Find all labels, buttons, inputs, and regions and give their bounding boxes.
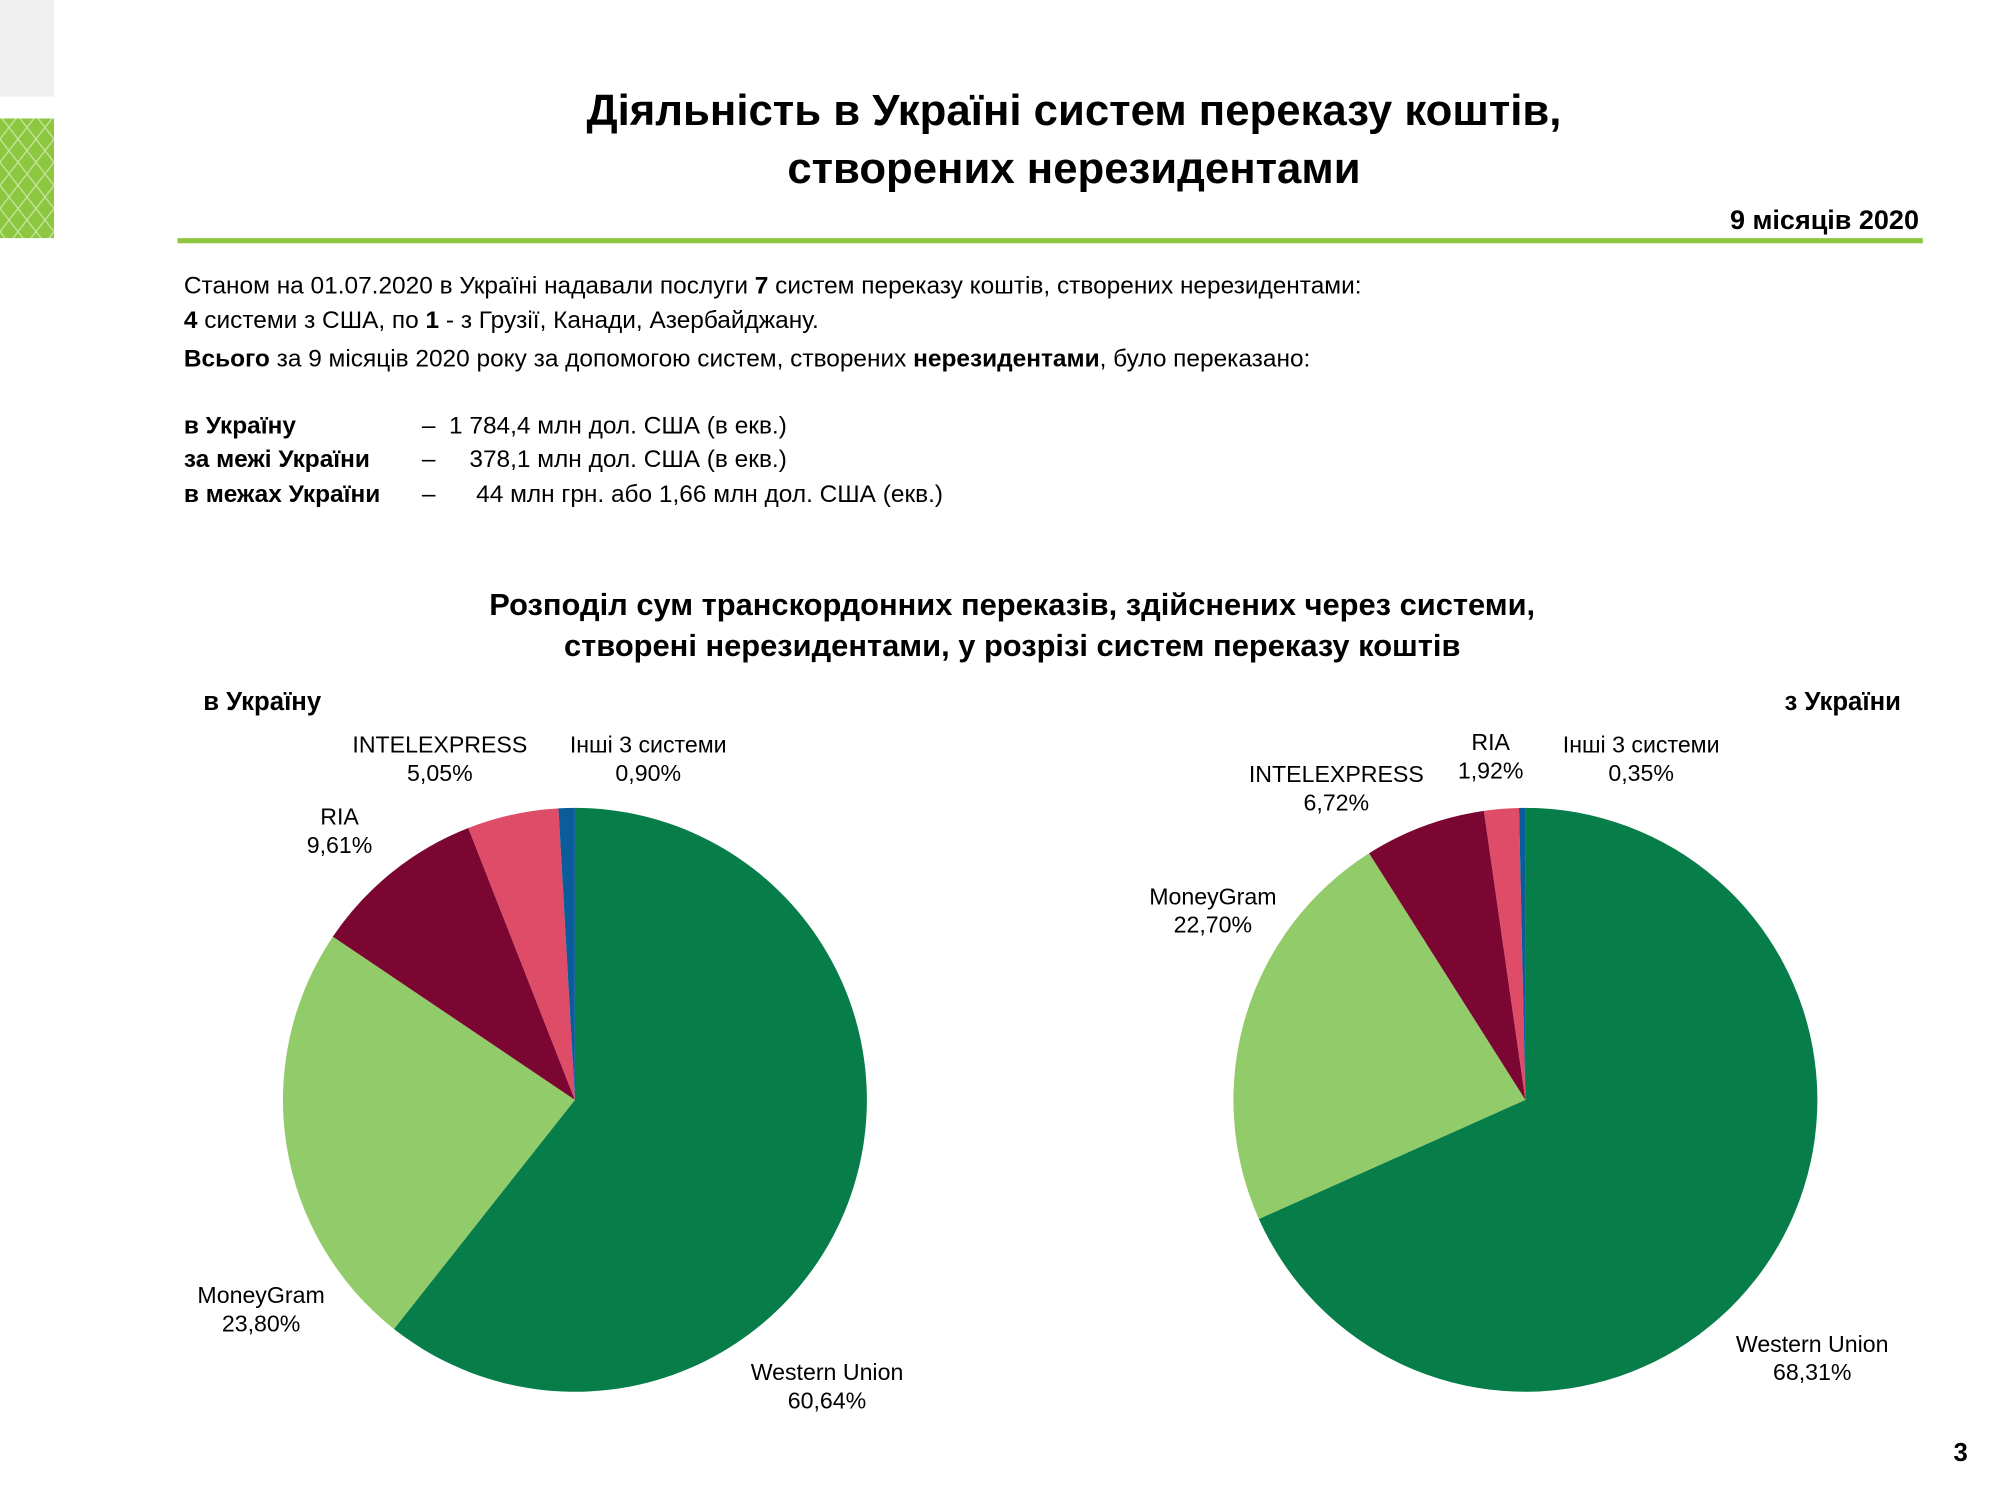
title-line: створених нерезидентами [787,144,1360,193]
title-line: Діяльність в Україні систем переказу кош… [586,86,1561,135]
intro-run: Всього [184,346,270,373]
pie-slice [1258,807,1818,1392]
slice-label: INTELEXPRESS [352,732,527,758]
transfer-text: – 44 млн грн. або 1,66 млн дол. США (екв… [422,481,943,508]
intro-run: системи з США, по [198,307,426,334]
slice-value-label: 6,72% [1304,789,1370,815]
decor-gray [0,0,55,97]
intro-run: систем переказу коштів, створених нерези… [768,272,1361,299]
slice-label: RIA [1471,729,1510,755]
intro-run: , було переказано: [1100,346,1311,373]
transfer-text: – 1 784,4 млн дол. США (в екв.) [422,413,787,440]
period: 9 місяців 2020 [1730,205,1919,235]
pie-slice [1518,807,1526,1100]
pie-slice [332,828,575,1100]
slice-value-label: 68,31% [1773,1359,1851,1385]
pie-slice [1483,807,1526,1100]
slice-label: INTELEXPRESS [1249,761,1424,787]
intro-run: 7 [755,272,769,299]
chart-title: в Україну [203,688,322,716]
pie-slice [1369,810,1526,1100]
slice-value-label: 1,92% [1458,757,1524,783]
pie-slice [468,808,575,1100]
slice-value-label: 9,61% [307,832,373,858]
slice-value-label: 23,80% [222,1310,300,1336]
intro-run: - з Грузії, Канади, Азербайджану. [439,307,819,334]
slice-value-label: 60,64% [788,1388,866,1414]
chart-title: з України [1785,688,1901,716]
section-title: Розподіл сум транскордонних переказів, з… [489,587,1535,622]
slice-label: Western Union [1736,1331,1889,1357]
slice-label: RIA [320,804,359,830]
intro: Станом на 01.07.2020 в Україні надавали … [184,272,1362,372]
intro-run: 1 [426,307,440,334]
transfer-label: в Україну [184,413,296,440]
pie-slice [282,936,575,1329]
pie-slice [393,807,867,1392]
page-number: 3 [1954,1439,1968,1467]
slice-value-label: 0,90% [615,760,681,786]
intro-line: Станом на 01.07.2020 в Україні надавали … [184,272,1362,299]
slice-value-label: 22,70% [1174,912,1252,938]
slice-label: MoneyGram [1149,883,1276,909]
slice-value-label: 0,35% [1608,760,1674,786]
slice-label: Інші 3 системи [1563,732,1720,758]
intro-line: Всього за 9 місяців 2020 року за допомог… [184,346,1310,373]
section-title: створені нерезидентами, у розрізі систем… [564,628,1460,663]
slice-value-label: 5,05% [407,760,473,786]
transfer-text: – 378,1 млн дол. США (в екв.) [422,446,787,473]
intro-run: 4 [184,307,198,334]
transfer-label: за межі України [184,446,370,473]
pie-slice [558,807,575,1100]
slice-label: MoneyGram [197,1282,324,1308]
intro-run: за 9 місяців 2020 року за допомогою сист… [270,346,913,373]
intro-line: 4 системи з США, по 1 - з Грузії, Канади… [184,307,819,334]
intro-run: Станом на 01.07.2020 в Україні надавали … [184,272,755,299]
slice-label: Western Union [751,1359,904,1385]
transfers: в Україну – 1 784,4 млн дол. США (в екв.)… [184,413,943,508]
slice-label: Інші 3 системи [570,732,727,758]
transfer-label: в межах України [184,481,380,508]
pie-slice [1233,853,1526,1219]
intro-run: нерезидентами [913,346,1099,373]
decor-green [0,118,55,239]
